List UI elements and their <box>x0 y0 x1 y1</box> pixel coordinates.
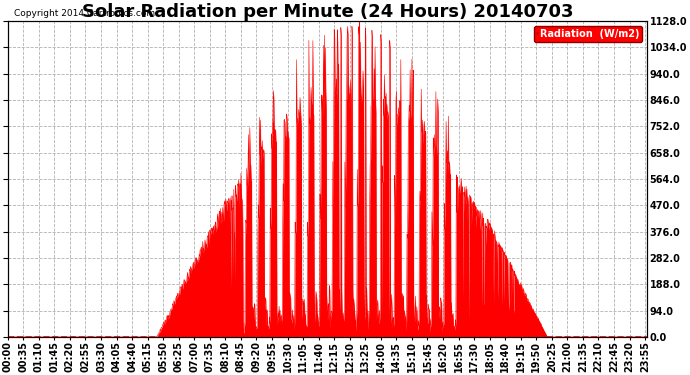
Title: Solar Radiation per Minute (24 Hours) 20140703: Solar Radiation per Minute (24 Hours) 20… <box>81 3 573 21</box>
Text: Copyright 2014 Cartronics.com: Copyright 2014 Cartronics.com <box>14 9 155 18</box>
Legend: Radiation  (W/m2): Radiation (W/m2) <box>533 26 642 42</box>
